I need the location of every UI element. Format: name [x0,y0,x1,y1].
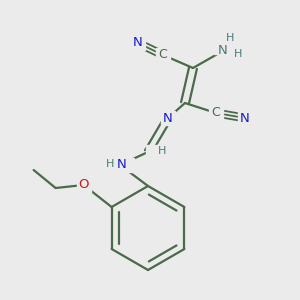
Text: N: N [163,112,173,124]
Text: N: N [133,37,143,50]
Bar [161,111,175,125]
Text: H: H [234,49,242,59]
Bar [76,178,91,192]
Bar [214,26,242,54]
Bar [106,158,134,172]
Bar [238,111,252,125]
Bar [131,36,145,50]
Text: N: N [240,112,250,124]
Text: O: O [78,178,89,191]
Text: C: C [212,106,220,119]
Text: H: H [106,159,114,169]
Bar [156,48,170,62]
Bar [146,145,166,159]
Text: H: H [226,33,234,43]
Text: C: C [159,49,167,62]
Text: N: N [218,44,228,56]
Bar [209,106,223,120]
Text: N: N [117,158,127,172]
Text: H: H [158,146,166,156]
